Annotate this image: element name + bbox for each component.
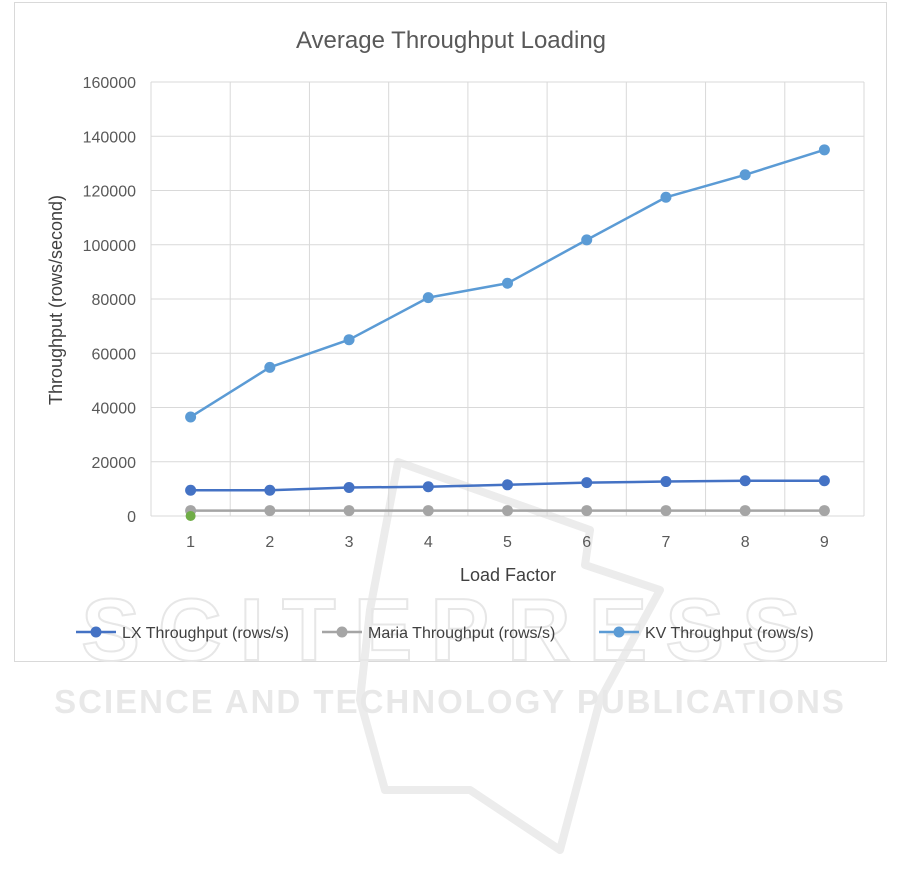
x-tick-label: 9 <box>820 534 829 551</box>
y-tick-label: 100000 <box>83 238 136 255</box>
series-1 <box>185 475 830 496</box>
data-point <box>818 475 830 487</box>
y-tick-label: 160000 <box>83 75 136 92</box>
data-point <box>739 505 751 517</box>
data-point <box>739 475 751 487</box>
legend-marker <box>336 626 348 638</box>
data-point <box>185 411 197 423</box>
y-tick-label: 40000 <box>92 401 137 418</box>
data-point <box>502 505 513 517</box>
watermark-shape <box>356 458 664 854</box>
data-point <box>185 511 196 521</box>
x-tick-label: 2 <box>265 534 274 551</box>
y-tick-label: 120000 <box>83 184 136 201</box>
legend-marker <box>613 626 625 638</box>
data-point <box>660 476 672 488</box>
y-tick-label: 0 <box>127 509 136 526</box>
data-point <box>818 144 830 156</box>
series-3 <box>185 144 830 423</box>
data-point <box>739 169 751 181</box>
data-point <box>343 334 355 346</box>
y-tick-label: 140000 <box>83 129 136 146</box>
data-point <box>422 505 434 517</box>
x-tick-label: 3 <box>345 534 354 551</box>
x-tick-label: 1 <box>186 534 195 551</box>
data-point <box>502 479 513 491</box>
data-point <box>264 361 276 373</box>
data-point <box>502 277 513 289</box>
data-point <box>264 505 276 517</box>
data-point <box>581 477 593 489</box>
watermark: SCITEPRESS SCIENCE AND TECHNOLOGY PUBLIC… <box>54 458 846 854</box>
y-tick-label: 80000 <box>92 292 137 309</box>
series <box>185 144 830 521</box>
y-tick-label: 60000 <box>92 346 137 363</box>
y-tick-label: 20000 <box>92 455 137 472</box>
x-tick-label: 8 <box>741 534 750 551</box>
x-tick-label: 7 <box>661 534 670 551</box>
legend-label: LX Throughput (rows/s) <box>122 625 289 642</box>
x-tick-label: 4 <box>424 534 433 551</box>
legend-marker <box>90 626 102 638</box>
watermark-line2: SCIENCE AND TECHNOLOGY PUBLICATIONS <box>54 683 846 720</box>
x-tick-label: 6 <box>582 534 591 551</box>
data-point <box>264 484 276 496</box>
chart-title: Average Throughput Loading <box>296 27 606 54</box>
x-tick-label: 5 <box>503 534 512 551</box>
y-axis-title: Throughput (rows/second) <box>46 195 66 405</box>
data-point <box>818 505 830 517</box>
watermark-line1: SCITEPRESS <box>81 580 818 679</box>
x-axis-title: Load Factor <box>460 565 556 585</box>
data-point <box>185 484 197 496</box>
x-axis-ticks: 1 2 3 4 5 6 7 8 9 <box>186 534 829 551</box>
data-point <box>422 292 434 304</box>
data-point <box>343 482 355 494</box>
series-2 <box>185 505 830 517</box>
data-point <box>581 505 593 517</box>
data-point <box>422 481 434 493</box>
y-axis-ticks: 0 20000 40000 60000 80000 100000 120000 140000 1… <box>83 75 136 526</box>
data-point <box>343 505 355 517</box>
data-point <box>660 505 672 517</box>
legend-label: KV Throughput (rows/s) <box>645 625 814 642</box>
grid <box>150 81 865 517</box>
data-point <box>660 191 672 203</box>
chart-frame <box>14 2 887 662</box>
data-point <box>581 234 593 246</box>
legend: LX Throughput (rows/s) Maria Throughput (… <box>76 625 814 642</box>
legend-label: Maria Throughput (rows/s) <box>368 625 555 642</box>
